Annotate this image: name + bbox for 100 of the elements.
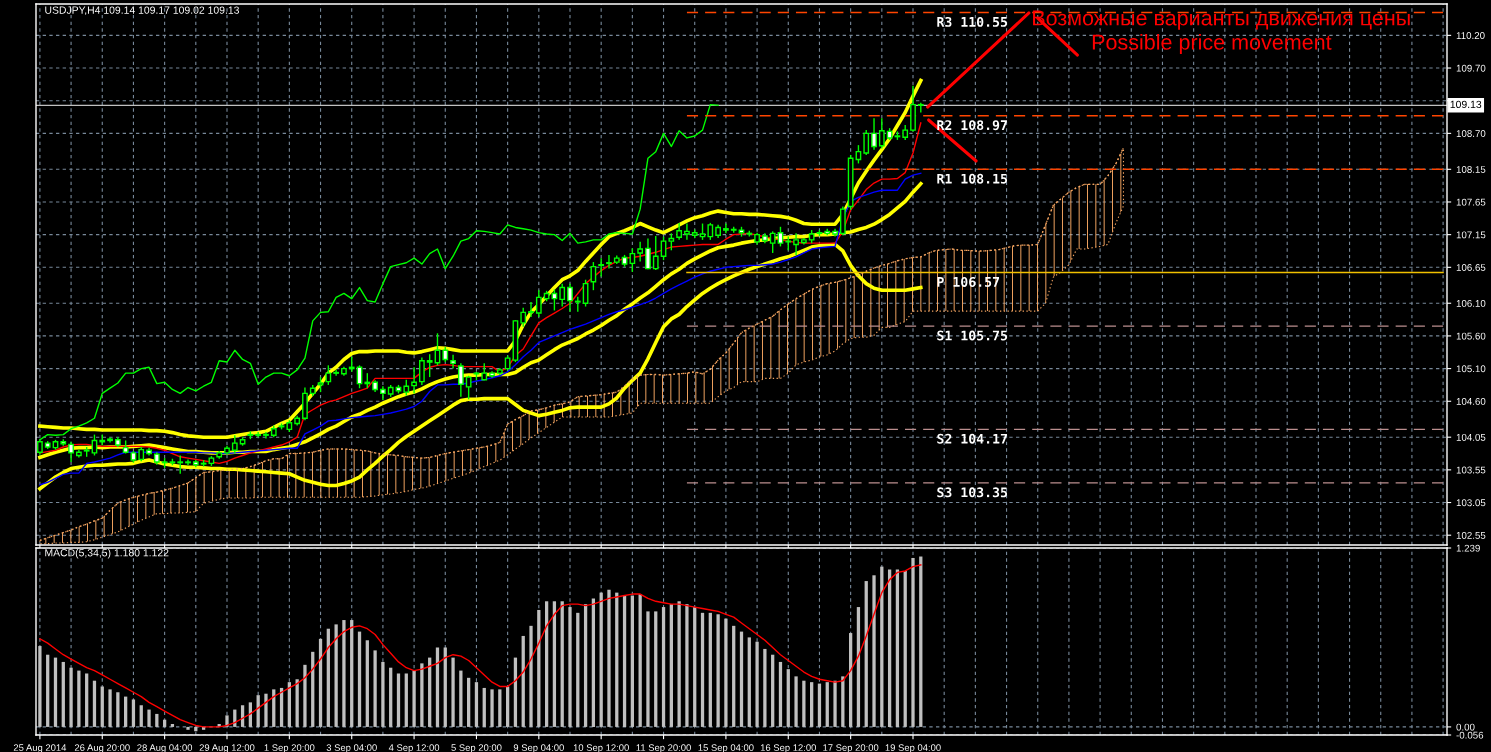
x-tick-label: 19 Sep 04:00 <box>885 744 941 752</box>
candlestick <box>380 385 386 401</box>
series-label: R1 108.15 <box>937 173 1008 184</box>
candlestick <box>535 289 542 318</box>
bar <box>911 557 915 727</box>
candlestick <box>652 235 659 271</box>
bar <box>599 592 603 727</box>
candlestick <box>878 117 885 150</box>
x-tick-label: 4 Sep 12:00 <box>388 744 440 752</box>
candlestick <box>520 307 527 328</box>
candlestick <box>660 235 667 261</box>
bar <box>693 607 697 727</box>
bar <box>373 650 377 727</box>
bar <box>778 661 783 727</box>
x-tick-label: 9 Sep 04:00 <box>513 744 564 752</box>
candlestick <box>411 366 417 395</box>
bar <box>591 598 596 727</box>
candlestick <box>567 282 573 313</box>
bar <box>53 657 58 727</box>
y-tick-label: 106.65 <box>1456 264 1486 271</box>
candlestick <box>457 362 464 398</box>
candlestick <box>769 230 776 254</box>
x-tick-label: 26 Aug 20:00 <box>74 744 130 752</box>
series-label: S2 104.17 <box>937 433 1007 444</box>
y-tick-label: 108.15 <box>1456 166 1486 173</box>
y-tick-label: 103.55 <box>1456 466 1486 474</box>
y-tick-label: 110.20 <box>1456 32 1485 39</box>
bar <box>747 637 751 727</box>
bar <box>46 654 50 727</box>
bar <box>482 687 486 727</box>
bar <box>802 680 806 727</box>
annotation: Возможные варианты движения цены <box>1033 10 1410 30</box>
bar <box>490 689 494 727</box>
bar <box>186 726 190 730</box>
bar <box>365 640 369 727</box>
bar <box>396 673 401 727</box>
y-tick-label: 1.239 <box>1456 544 1480 552</box>
bar <box>880 566 884 727</box>
bar <box>459 670 463 727</box>
candlestick <box>629 247 636 273</box>
bar <box>895 569 900 727</box>
bar <box>108 689 112 727</box>
bar <box>669 604 673 727</box>
bar <box>700 612 705 727</box>
bar <box>708 612 712 727</box>
candlestick <box>559 282 566 308</box>
bar <box>833 680 837 727</box>
bar <box>100 686 104 727</box>
bar <box>529 625 533 727</box>
bar <box>350 620 354 727</box>
y-tick-label: 103.05 <box>1456 499 1486 507</box>
bar <box>630 595 634 727</box>
bar <box>147 709 151 727</box>
line-series <box>38 242 923 491</box>
y-tick-label: 105.10 <box>1456 365 1486 373</box>
bar <box>389 667 393 727</box>
bar <box>661 607 666 727</box>
candlestick <box>871 117 877 151</box>
bar <box>552 601 557 727</box>
bar <box>443 647 447 727</box>
candlestick <box>606 254 612 270</box>
y-tick-label: -0.056 <box>1456 731 1484 739</box>
y-tick-label: 104.60 <box>1456 397 1486 405</box>
candlestick <box>419 356 425 386</box>
bar <box>451 657 455 727</box>
bar <box>412 670 416 727</box>
bar <box>357 631 362 727</box>
x-tick-label: 1 Sep 20:00 <box>264 744 315 752</box>
series-label: S1 105.75 <box>937 330 1008 341</box>
candlestick <box>598 257 605 278</box>
candlestick <box>333 369 340 377</box>
bar <box>77 670 81 727</box>
y-tick-label: 107.65 <box>1456 198 1486 206</box>
bar <box>303 664 307 727</box>
bar <box>131 699 136 727</box>
bar <box>622 595 627 727</box>
candlestick <box>777 226 784 248</box>
bar <box>544 601 549 727</box>
bar <box>85 673 89 727</box>
candlestick <box>231 434 238 455</box>
series-label: R2 108.97 <box>937 120 1007 131</box>
bar <box>755 641 759 727</box>
x-tick-label: 28 Aug 04:00 <box>137 744 193 752</box>
candlestick <box>637 241 644 263</box>
chart-title: MACD(5,34,5) 1.180 1.122 <box>45 548 169 559</box>
x-tick-label: 15 Sep 04:00 <box>698 744 754 752</box>
x-tick-label: 5 Sep 20:00 <box>451 744 502 752</box>
bar <box>560 601 564 727</box>
candlestick <box>177 454 184 475</box>
y-tick-label: 102.55 <box>1456 531 1486 539</box>
bar <box>771 654 775 727</box>
bar <box>498 689 502 727</box>
candlestick <box>91 433 98 457</box>
bar <box>506 686 510 727</box>
bar <box>92 680 97 727</box>
bar <box>155 713 159 727</box>
bar <box>849 633 853 727</box>
bar <box>404 673 408 727</box>
bar <box>38 646 42 727</box>
candlestick <box>185 458 191 466</box>
